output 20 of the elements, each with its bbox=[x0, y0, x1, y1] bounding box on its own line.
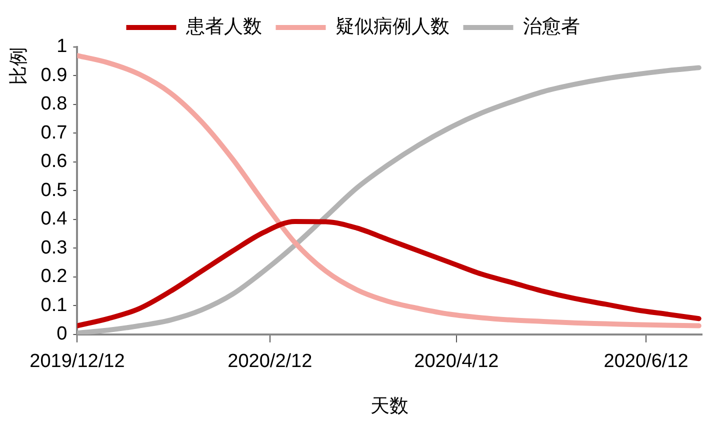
legend-label: 治愈者 bbox=[522, 16, 580, 38]
y-tick-label: 0.3 bbox=[40, 237, 68, 258]
y-tick-label: 0.9 bbox=[40, 64, 68, 86]
y-axis-title: 比例 bbox=[8, 47, 30, 85]
x-tick-label: 2020/2/12 bbox=[228, 351, 312, 372]
y-tick-label: 0.4 bbox=[40, 208, 68, 230]
x-tick-label: 2019/12/12 bbox=[30, 351, 125, 372]
x-tick-label: 2020/6/12 bbox=[604, 351, 688, 372]
legend-label: 患者人数 bbox=[184, 16, 262, 38]
y-tick-label: 0.2 bbox=[40, 266, 68, 288]
y-tick-label: 0.6 bbox=[40, 151, 68, 172]
x-axis-title: 天数 bbox=[370, 396, 409, 417]
x-tick-label: 2020/4/12 bbox=[414, 351, 499, 372]
y-tick-label: 0.8 bbox=[40, 94, 68, 115]
y-tick-label: 0.7 bbox=[40, 122, 68, 144]
legend-label: 疑似病例人数 bbox=[335, 16, 450, 38]
y-tick-label: 1 bbox=[56, 36, 68, 58]
y-tick-label: 0 bbox=[56, 324, 68, 345]
y-tick-label: 0.1 bbox=[40, 294, 68, 316]
y-tick-label: 0.5 bbox=[40, 180, 68, 201]
